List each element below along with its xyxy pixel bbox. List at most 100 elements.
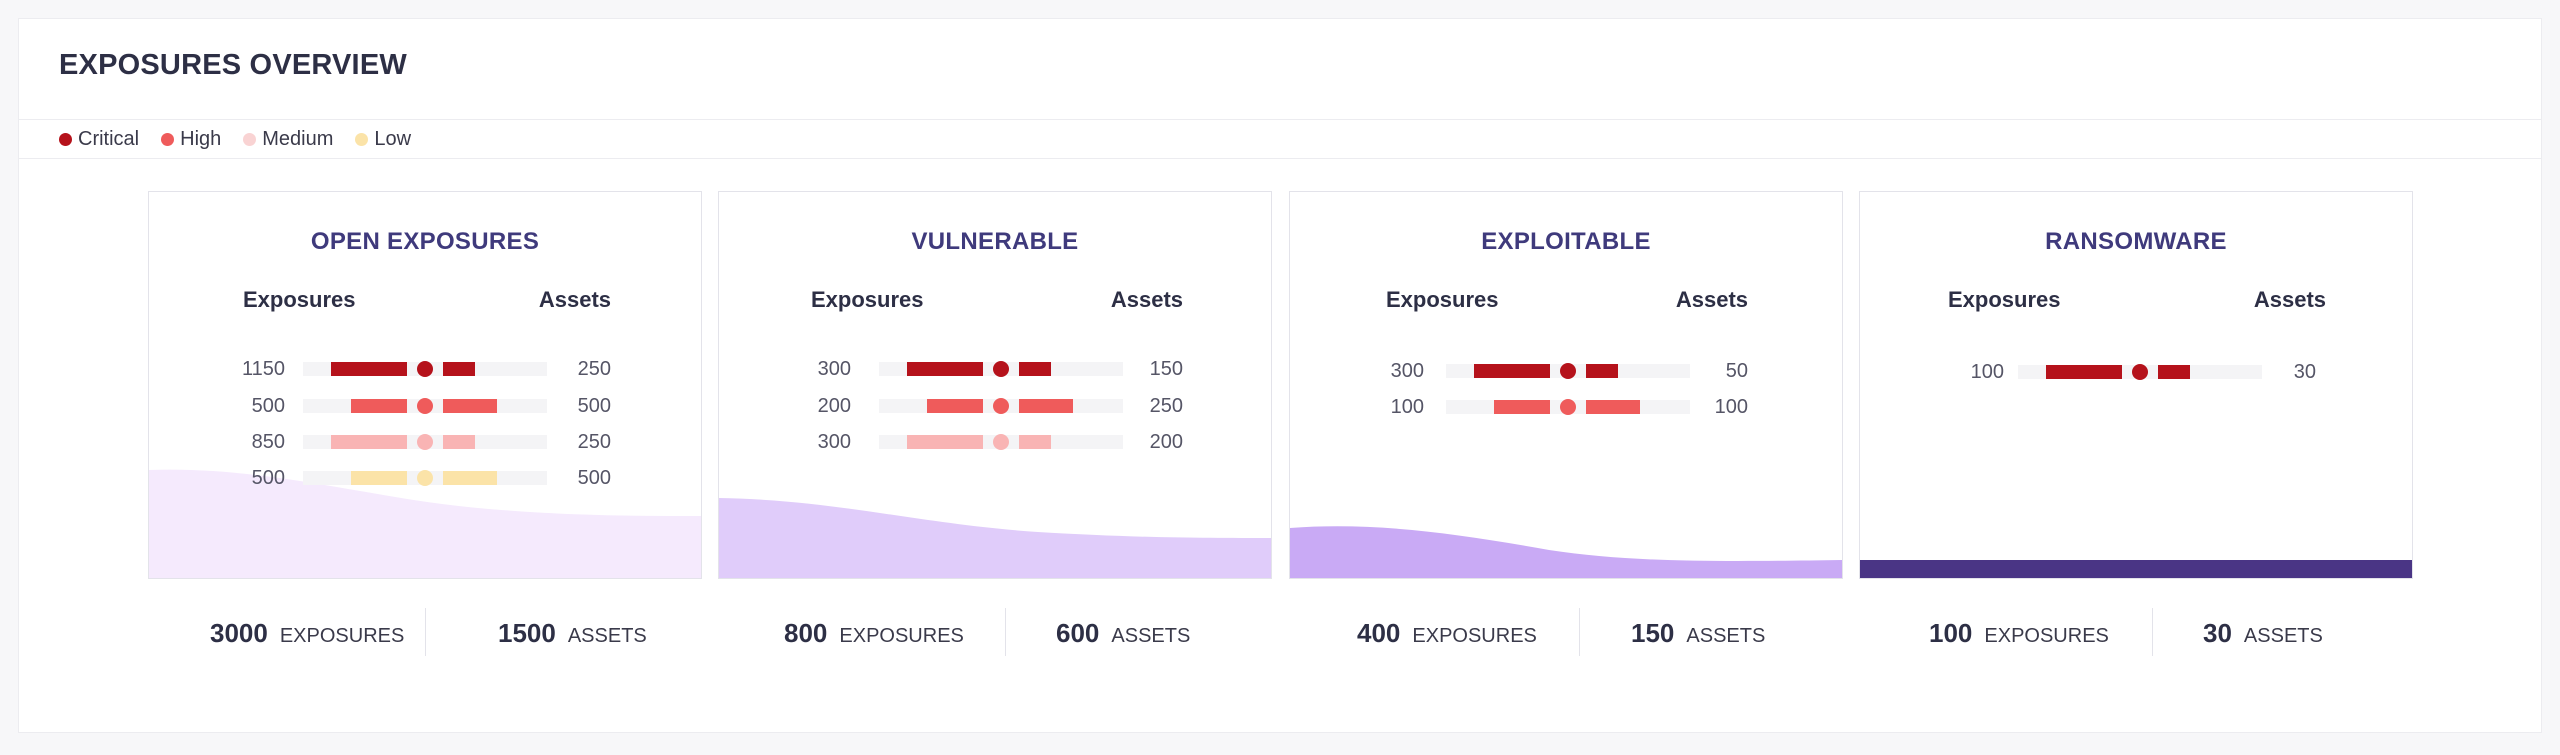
footer-divider: [425, 608, 426, 656]
severity-bar-track: [303, 434, 547, 450]
severity-bar-left: [351, 399, 407, 413]
legend-label-medium: Medium: [262, 128, 334, 150]
col-head-assets: Assets: [538, 287, 611, 312]
col-head-assets: Assets: [1675, 287, 1748, 312]
total-assets-value: 600: [1056, 618, 1100, 648]
card-footer-open-exposures: 3000 EXPOSURES 1500 ASSETS: [148, 608, 702, 664]
total-assets[interactable]: 30 ASSETS: [2203, 618, 2323, 649]
wave-shape: [1290, 526, 1842, 578]
medium-dot-icon: [243, 133, 257, 146]
severity-bar-right: [443, 362, 475, 376]
severity-bar-left: [331, 362, 407, 376]
list-item-low[interactable]: 500 500: [149, 465, 701, 491]
total-exposures-value: 400: [1357, 618, 1401, 648]
total-assets-value: 150: [1631, 618, 1675, 648]
assets-value: 100: [1714, 396, 1748, 418]
legend: Critical High Medium Low: [59, 128, 411, 151]
severity-bar-left: [331, 435, 407, 449]
assets-value: 30: [2293, 361, 2316, 383]
severity-bar-right: [443, 471, 497, 485]
severity-bar-track: [303, 361, 547, 377]
assets-value: 200: [1149, 431, 1183, 453]
assets-value: 500: [577, 467, 611, 489]
wave-shape: [1860, 560, 2412, 578]
severity-dot-icon: [417, 470, 433, 486]
severity-bar-track: [2018, 364, 2262, 380]
card-ransomware[interactable]: RANSOMWARE Exposures Assets 100 30: [1859, 191, 2413, 579]
total-exposures-value: 3000: [210, 618, 268, 648]
severity-bar-left: [2046, 365, 2122, 379]
severity-bar-track: [1446, 399, 1690, 415]
list-item-high[interactable]: 200 250: [719, 393, 1271, 419]
col-head-exposures: Exposures: [243, 287, 356, 312]
total-assets[interactable]: 1500 ASSETS: [498, 618, 647, 649]
card-open-exposures[interactable]: OPEN EXPOSURES Exposures Assets 1150 250…: [148, 191, 702, 579]
legend-item-medium[interactable]: Medium: [243, 128, 333, 151]
footer-divider: [2152, 608, 2153, 656]
exposures-value: 100: [1970, 361, 2004, 383]
total-assets-label: ASSETS: [567, 625, 647, 647]
wave-shape: [149, 469, 701, 578]
exposures-value: 100: [1390, 396, 1424, 418]
assets-value: 500: [577, 395, 611, 417]
severity-dot-icon: [417, 361, 433, 377]
total-assets-value: 30: [2203, 618, 2232, 648]
assets-value: 150: [1149, 358, 1183, 380]
list-item-high[interactable]: 500 500: [149, 393, 701, 419]
card-vulnerable[interactable]: VULNERABLE Exposures Assets 300 150 200 …: [718, 191, 1272, 579]
severity-bar-track: [879, 398, 1123, 414]
col-head-exposures: Exposures: [811, 287, 924, 312]
total-exposures[interactable]: 100 EXPOSURES: [1929, 618, 2109, 649]
card-title: VULNERABLE: [911, 228, 1079, 255]
assets-value: 250: [577, 431, 611, 453]
legend-item-low[interactable]: Low: [355, 128, 411, 151]
list-item-critical[interactable]: 100 30: [1860, 359, 2412, 385]
total-exposures-value: 800: [784, 618, 828, 648]
card-title: RANSOMWARE: [2045, 228, 2227, 255]
severity-bar-right: [1019, 435, 1051, 449]
footer-divider: [1579, 608, 1580, 656]
total-exposures-label: EXPOSURES: [1984, 625, 2109, 647]
severity-dot-icon: [417, 398, 433, 414]
total-assets[interactable]: 150 ASSETS: [1631, 618, 1765, 649]
list-item-medium[interactable]: 300 200: [719, 429, 1271, 455]
severity-bar-right: [443, 435, 475, 449]
total-exposures[interactable]: 400 EXPOSURES: [1357, 618, 1537, 649]
exposures-value: 200: [817, 395, 851, 417]
legend-item-critical[interactable]: Critical: [59, 128, 139, 151]
card-exploitable[interactable]: EXPLOITABLE Exposures Assets 300 50 100 …: [1289, 191, 1843, 579]
legend-item-high[interactable]: High: [161, 128, 221, 151]
assets-value: 250: [577, 358, 611, 380]
list-item-critical[interactable]: 300 50: [1290, 358, 1842, 384]
assets-value: 50: [1725, 360, 1748, 382]
severity-dot-icon: [1560, 363, 1576, 379]
total-assets-label: ASSETS: [2243, 625, 2323, 647]
high-dot-icon: [161, 133, 175, 146]
severity-bar-right: [2158, 365, 2190, 379]
list-item-high[interactable]: 100 100: [1290, 394, 1842, 420]
severity-bar-left: [1474, 364, 1550, 378]
critical-dot-icon: [59, 133, 72, 146]
severity-bar-left: [351, 471, 407, 485]
assets-value: 250: [1149, 395, 1183, 417]
severity-bar-track: [303, 398, 547, 414]
severity-bar-left: [1494, 400, 1550, 414]
exposures-value: 300: [817, 431, 851, 453]
list-item-critical[interactable]: 1150 250: [149, 356, 701, 382]
total-exposures[interactable]: 3000 EXPOSURES: [210, 618, 404, 649]
total-exposures[interactable]: 800 EXPOSURES: [784, 618, 964, 649]
severity-bar-right: [1586, 364, 1618, 378]
severity-bar-track: [303, 470, 547, 486]
list-item-critical[interactable]: 300 150: [719, 356, 1271, 382]
legend-label-critical: Critical: [78, 128, 140, 150]
total-assets[interactable]: 600 ASSETS: [1056, 618, 1190, 649]
legend-bar: Critical High Medium Low: [19, 119, 2541, 159]
total-exposures-label: EXPOSURES: [279, 625, 405, 647]
severity-dot-icon: [993, 361, 1009, 377]
list-item-medium[interactable]: 850 250: [149, 429, 701, 455]
exposures-value: 850: [251, 431, 285, 453]
total-exposures-label: EXPOSURES: [1412, 625, 1537, 647]
low-dot-icon: [355, 133, 369, 146]
severity-bar-right: [1586, 400, 1640, 414]
severity-bar-right: [443, 399, 497, 413]
